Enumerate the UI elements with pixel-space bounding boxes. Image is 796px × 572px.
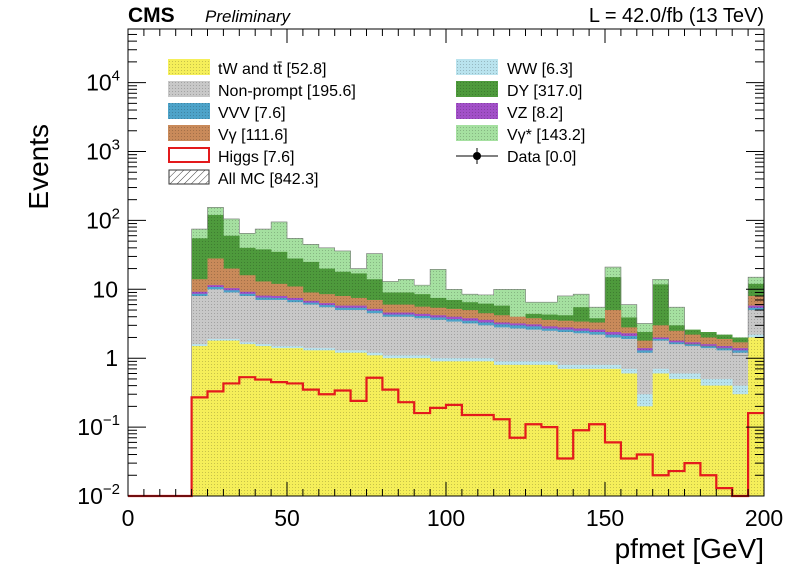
bar-texture-tw_ttbar-9 <box>271 348 288 496</box>
x-tick-label: 200 <box>745 505 783 531</box>
legend-entry-vvv: VVV [7.6] <box>168 103 286 122</box>
legend-label: Vγ* [143.2] <box>507 127 585 144</box>
legend-entry-tw_ttbar: tW and tt̄ [52.8] <box>168 59 327 78</box>
bar-texture-tw_ttbar-10 <box>287 348 304 496</box>
bar-texture-tw_ttbar-22 <box>477 361 494 496</box>
legend-label: Vγ [111.6] <box>218 127 288 144</box>
bar-texture-tw_ttbar-8 <box>255 346 272 496</box>
legend-label: Non-prompt [195.6] <box>218 83 356 100</box>
bar-texture-tw_ttbar-7 <box>239 344 256 496</box>
x-tick-label: 0 <box>122 505 135 531</box>
legend: tW and tt̄ [52.8] Non-prompt [195.6] VVV [… <box>168 59 585 188</box>
legend-entry-nonprompt: Non-prompt [195.6] <box>168 81 356 100</box>
bar-texture-tw_ttbar-20 <box>446 361 463 496</box>
legend-swatch-texture <box>168 125 210 141</box>
bar-texture-tw_ttbar-29 <box>589 368 606 496</box>
bar-texture-tw_ttbar-34 <box>668 378 685 496</box>
all-mc-hatch <box>128 206 764 497</box>
bar-texture-tw_ttbar-4 <box>191 346 208 496</box>
all-mc-outline <box>128 206 764 497</box>
legend-swatch-texture <box>456 103 498 119</box>
bar-texture-tw_ttbar-17 <box>398 358 415 496</box>
x-tick-label: 150 <box>586 505 624 531</box>
legend-entry-data: Data [0.0] <box>456 148 576 166</box>
y-tick-label: 10−2 <box>77 481 120 509</box>
y-tick-label: 1 <box>105 345 118 371</box>
bar-texture-tw_ttbar-21 <box>461 361 479 496</box>
bar-texture-tw_ttbar-6 <box>223 340 240 496</box>
legend-entry-ww: WW [6.3] <box>456 59 573 78</box>
legend-label: VVV [7.6] <box>218 105 286 122</box>
bar-texture-tw_ttbar-15 <box>366 355 383 496</box>
bar-texture-tw_ttbar-18 <box>414 358 431 496</box>
legend-swatch <box>168 147 210 163</box>
y-tick-label: 103 <box>86 137 120 165</box>
legend-label: Data [0.0] <box>507 149 576 166</box>
legend-label: All MC [842.3] <box>218 171 318 188</box>
legend-swatch-texture <box>456 125 498 141</box>
legend-label: tW and tt̄ [52.8] <box>218 61 327 78</box>
legend-label: Higgs [7.6] <box>218 149 294 166</box>
legend-entry-vz: VZ [8.2] <box>456 103 563 122</box>
y-tick-label: 10 <box>92 276 118 302</box>
bar-texture-tw_ttbar-12 <box>318 350 335 496</box>
legend-label: DY [317.0] <box>507 83 582 100</box>
legend-entry-allmc: All MC [842.3] <box>168 169 318 188</box>
bar-texture-tw_ttbar-11 <box>302 350 320 496</box>
bar-texture-tw_ttbar-36 <box>700 385 717 496</box>
bar-texture-tw_ttbar-28 <box>573 368 590 496</box>
bar-texture-tw_ttbar-35 <box>684 378 701 496</box>
y-axis-title: Events <box>23 124 54 210</box>
bar-texture-tw_ttbar-24 <box>509 364 526 496</box>
bar-texture-tw_ttbar-33 <box>652 373 669 496</box>
bar-texture-tw_ttbar-25 <box>525 364 542 496</box>
y-tick-label: 102 <box>86 205 120 233</box>
stacked-histogram <box>191 207 765 497</box>
legend-label: VZ [8.2] <box>507 105 563 122</box>
bar-texture-tw_ttbar-14 <box>350 352 367 496</box>
bar-texture-tw_ttbar-38 <box>732 394 749 496</box>
legend-entry-dy: DY [317.0] <box>456 81 582 100</box>
legend-swatch <box>168 169 210 185</box>
bar-texture-tw_ttbar-32 <box>636 406 653 496</box>
y-tick-label: 104 <box>86 68 120 96</box>
bar-texture-tw_ttbar-13 <box>334 352 351 496</box>
legend-swatch-texture <box>456 59 498 75</box>
bar-texture-tw_ttbar-39 <box>748 337 765 496</box>
cms-label: CMS <box>128 4 175 27</box>
bar-texture-tw_ttbar-16 <box>382 358 399 496</box>
x-tick-label: 100 <box>427 505 465 531</box>
bar-texture-tw_ttbar-19 <box>430 361 447 496</box>
legend-marker-dot <box>473 152 481 160</box>
lumi-label: L = 42.0/fb (13 TeV) <box>589 5 764 27</box>
bar-texture-tw_ttbar-31 <box>620 373 638 496</box>
legend-swatch-texture <box>168 59 210 75</box>
bar-texture-tw_ttbar-27 <box>557 368 574 496</box>
bar-texture-tw_ttbar-26 <box>541 364 558 496</box>
bar-texture-tw_ttbar-37 <box>716 385 733 496</box>
higgs-line <box>128 376 764 498</box>
bar-texture-tw_ttbar-5 <box>207 340 224 496</box>
legend-entry-higgs: Higgs [7.6] <box>168 147 294 166</box>
bar-texture-tw_ttbar-30 <box>605 368 622 496</box>
legend-label: WW [6.3] <box>507 61 573 78</box>
x-tick-label: 50 <box>274 505 300 531</box>
legend-entry-vgammastar: Vγ* [143.2] <box>456 125 585 144</box>
legend-swatch-texture <box>456 81 498 97</box>
x-axis-title: pfmet [GeV] <box>615 533 764 564</box>
higgs-step-line <box>128 376 764 498</box>
y-tick-label: 10−1 <box>77 412 120 440</box>
preliminary-label: Preliminary <box>205 7 292 26</box>
legend-swatch-texture <box>168 103 210 119</box>
bar-texture-tw_ttbar-23 <box>493 364 510 496</box>
axis-ticks: 0 50 100 150 200 10−2 10−1 1 10 102 103 104 <box>77 28 783 531</box>
legend-entry-vgamma: Vγ [111.6] <box>168 125 288 144</box>
legend-swatch-texture <box>168 81 210 97</box>
